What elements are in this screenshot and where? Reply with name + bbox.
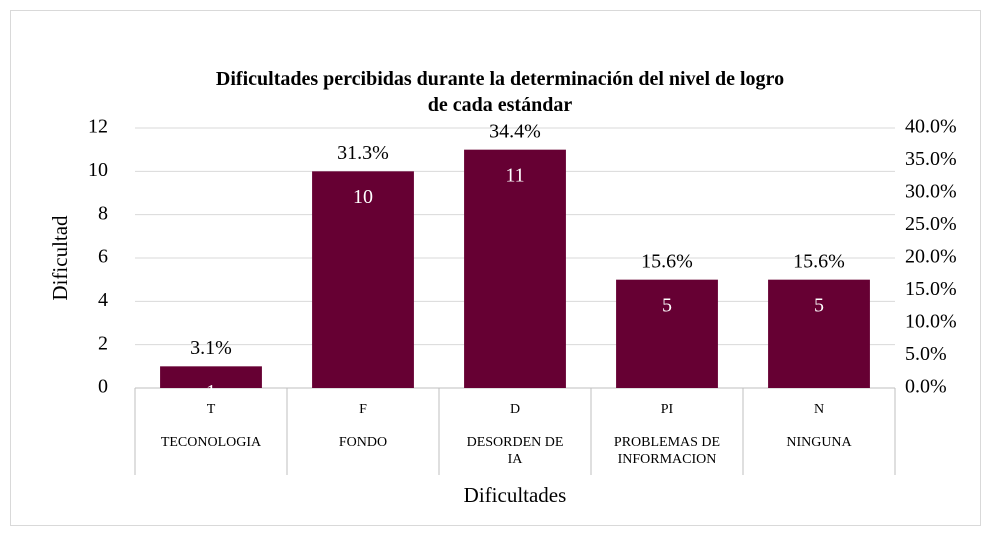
- y2-tick-label: 0.0%: [905, 376, 947, 398]
- y2-tick-label: 35.0%: [905, 148, 957, 170]
- percent-label: 3.1%: [190, 337, 232, 359]
- y2-tick-label: 25.0%: [905, 213, 957, 235]
- percent-label: 15.6%: [641, 250, 693, 272]
- y-tick-label: 2: [98, 332, 108, 354]
- percent-label: 34.4%: [489, 120, 541, 142]
- bar: [464, 149, 566, 388]
- bar-value-label: 1: [206, 381, 216, 403]
- x-tick-label: D: [510, 402, 520, 417]
- bar-value-label: 10: [353, 186, 373, 208]
- x-tick-label: PI: [661, 402, 674, 417]
- x-tick-label: N: [814, 402, 824, 417]
- bar: [616, 279, 718, 388]
- y2-tick-label: 20.0%: [905, 246, 957, 268]
- percent-label: 31.3%: [337, 142, 389, 164]
- category-name: NINGUNA: [786, 435, 852, 450]
- y2-tick-label: 40.0%: [905, 116, 957, 138]
- category-name: FONDO: [338, 435, 388, 450]
- bar: [160, 366, 262, 388]
- y-axis-title: Dificultad: [48, 215, 72, 301]
- y2-tick-label: 10.0%: [905, 311, 957, 333]
- y-tick-label: 10: [88, 159, 108, 181]
- bar-value-label: 5: [814, 294, 824, 316]
- bar-value-label: 5: [662, 294, 672, 316]
- y-tick-label: 8: [98, 202, 108, 224]
- x-tick-label: F: [359, 402, 367, 417]
- y-tick-label: 12: [88, 116, 108, 138]
- percent-label: 15.6%: [793, 250, 845, 272]
- y-tick-label: 4: [98, 289, 108, 311]
- y2-tick-label: 5.0%: [905, 343, 947, 365]
- y-tick-label: 0: [98, 376, 108, 398]
- x-tick-label: T: [207, 402, 216, 417]
- category-name: DESORDEN DE IA: [466, 435, 564, 467]
- category-name: PROBLEMAS DE INFORMACION: [613, 435, 721, 467]
- bar: [312, 171, 414, 388]
- bar-value-label: 11: [505, 164, 524, 186]
- y2-tick-label: 30.0%: [905, 181, 957, 203]
- category-name: TECONOLOGIA: [160, 435, 262, 450]
- bar: [768, 279, 870, 388]
- chart-title: Dificultades percibidas durante la deter…: [215, 68, 785, 116]
- y2-tick-label: 15.0%: [905, 278, 957, 300]
- y-tick-label: 6: [98, 246, 108, 268]
- x-axis-title: Dificultades: [464, 483, 567, 507]
